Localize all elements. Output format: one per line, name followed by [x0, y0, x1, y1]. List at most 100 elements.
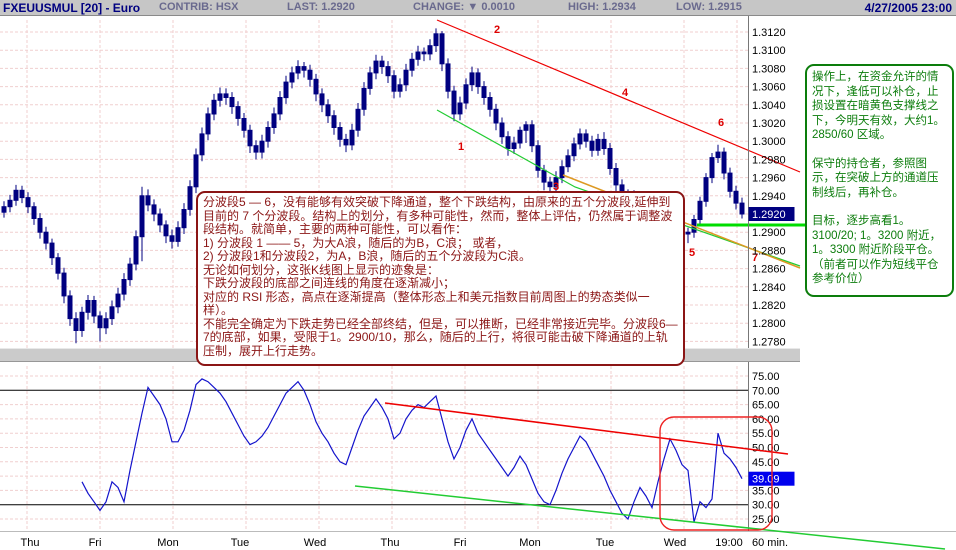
candle-body — [511, 142, 517, 149]
candle-body — [55, 257, 61, 274]
wave-label-5: 5 — [689, 247, 695, 259]
candle-body — [205, 113, 211, 135]
candle-body — [163, 224, 169, 237]
change-field: CHANGE: ▼ 0.0010 — [413, 1, 515, 13]
last-price-highlight — [748, 207, 795, 221]
candle-body — [409, 58, 415, 71]
candle-body — [13, 189, 19, 201]
candle-body — [223, 93, 229, 99]
note-line: 对应的 RSI 形态，高点在逐渐提高（整体形态上和美元指数目前周图上的势态类似一… — [203, 289, 650, 317]
candle-body — [493, 108, 499, 124]
price-tick-label: 1.3080 — [752, 63, 786, 75]
quote-title-bar: FXEUUSMUL [20] - Euro CONTRIB: HSX LAST:… — [0, 0, 956, 16]
time-axis-label: Fri — [89, 537, 102, 549]
wave-label-1: 1 — [458, 141, 464, 153]
rsi-line — [81, 378, 743, 523]
candle-body — [523, 124, 529, 131]
candle-body — [553, 177, 559, 188]
candle-body — [415, 51, 421, 60]
candle-body — [235, 106, 241, 119]
candle-body — [73, 318, 79, 332]
note-line: 分波段5 — 6，没有能够有效突破下降通道，整个下跌结构，由原来的五个分波段,延… — [203, 195, 673, 236]
rsi-tick-label: 65.00 — [752, 400, 780, 412]
price-tick-label: 1.2880 — [752, 245, 786, 257]
candle-body — [319, 93, 325, 106]
candle-body — [379, 60, 385, 68]
candle-body — [373, 60, 379, 74]
candle-body — [397, 84, 403, 92]
rsi-focus-rect[interactable] — [659, 416, 773, 531]
candle-body — [37, 218, 43, 233]
rsi-last-highlight-label: 39.09 — [752, 474, 780, 486]
trade-plan-note[interactable]: 操作上，在资金允许的情况下，逢低可以补仓，止损设置在暗黄色支撑线之下，今明天有效… — [805, 64, 954, 297]
price-tick-label: 1.2780 — [752, 336, 786, 348]
candle-body — [1, 206, 7, 213]
note-line: 下跌分波段的底部之间连线的角度在逐渐减小； — [203, 276, 456, 290]
candle-body — [733, 190, 739, 204]
last-price-highlight-label: 1.2920 — [752, 209, 786, 221]
candle-body — [139, 195, 145, 238]
candle-body — [265, 127, 271, 142]
candle-body — [571, 143, 577, 157]
wave-label-3: 3 — [553, 181, 559, 193]
price-tick-label: 1.2940 — [752, 191, 786, 203]
candle-body — [709, 157, 715, 179]
candle-body — [475, 72, 481, 88]
note-paragraph: 目标，逐步高看1。3100/20; 1。3200 附近，1。3300 附近阶段平… — [812, 215, 942, 285]
candle-body — [535, 145, 541, 171]
price-tick-label: 1.2980 — [752, 154, 786, 166]
candle-body — [247, 129, 253, 147]
candle-body — [67, 295, 73, 320]
note-paragraph: 操作上，在资金允许的情况下，逢低可以补仓，止损设置在暗黄色支撑线之下，今明天有效… — [812, 71, 945, 141]
candle-body — [355, 108, 361, 131]
candle-body — [307, 69, 313, 80]
candle-body — [331, 115, 337, 128]
rsi-tick-label: 55.00 — [752, 428, 780, 440]
candle-body — [181, 209, 187, 229]
candle-body — [211, 99, 217, 115]
candle-body — [19, 189, 25, 199]
candle-body — [721, 151, 727, 174]
candle-body — [595, 138, 601, 151]
price-tick-label: 1.3120 — [752, 27, 786, 39]
low-field: LOW: 1.2915 — [676, 1, 742, 13]
candle-body — [559, 166, 565, 179]
candle-body — [91, 300, 97, 317]
price-tick-label: 1.3060 — [752, 82, 786, 94]
candle-body — [385, 66, 391, 77]
candle-body — [601, 138, 607, 149]
rsi-chart-pane[interactable]: 75.0070.0065.0060.0055.0050.0045.0035.00… — [0, 362, 956, 550]
candle-body — [79, 311, 85, 331]
lower-channel-line[interactable] — [436, 109, 801, 267]
candle-body — [715, 151, 721, 159]
time-axis-label: Tue — [231, 537, 250, 549]
note-line: 1) 分波段 1 —— 5，为大A浪，随后的为B，C浪； 或者， — [203, 235, 509, 250]
rsi-tops-trendline[interactable] — [384, 402, 789, 455]
upper-channel-line[interactable] — [436, 19, 801, 173]
candle-body — [217, 93, 223, 101]
candle-body — [361, 87, 367, 110]
rsi-bottoms-trendline[interactable] — [354, 485, 946, 550]
wave-analysis-note[interactable]: 分波段5 — 6，没有能够有效突破下降通道，整个下跌结构，由原来的五个分波段,延… — [196, 191, 685, 366]
candle-body — [589, 140, 595, 151]
rsi-tick-label: 30.00 — [752, 500, 780, 512]
rsi-tick-label: 25.00 — [752, 514, 780, 526]
price-tick-label: 1.2860 — [752, 264, 786, 276]
note-line: 无论如何划分，这张K线图上显示的迹象是： — [203, 262, 440, 277]
candle-body — [85, 300, 91, 313]
candle-body — [349, 129, 355, 146]
candle-body — [451, 90, 457, 115]
candle-body — [607, 148, 613, 169]
candle-body — [103, 318, 109, 329]
candle-body — [463, 84, 469, 104]
candle-body — [433, 33, 439, 47]
candle-body — [457, 102, 463, 115]
candle-body — [175, 227, 181, 242]
note-line: 不能完全确定为下跌走势已经全部终结，但是，可以推断，已经非常接近完毕。分波段6—… — [203, 316, 678, 358]
rsi-tick-label: 70.00 — [752, 385, 780, 397]
time-axis-label: Tue — [596, 537, 615, 549]
candle-body — [301, 66, 307, 71]
candle-body — [343, 138, 349, 146]
candle-body — [367, 72, 373, 89]
